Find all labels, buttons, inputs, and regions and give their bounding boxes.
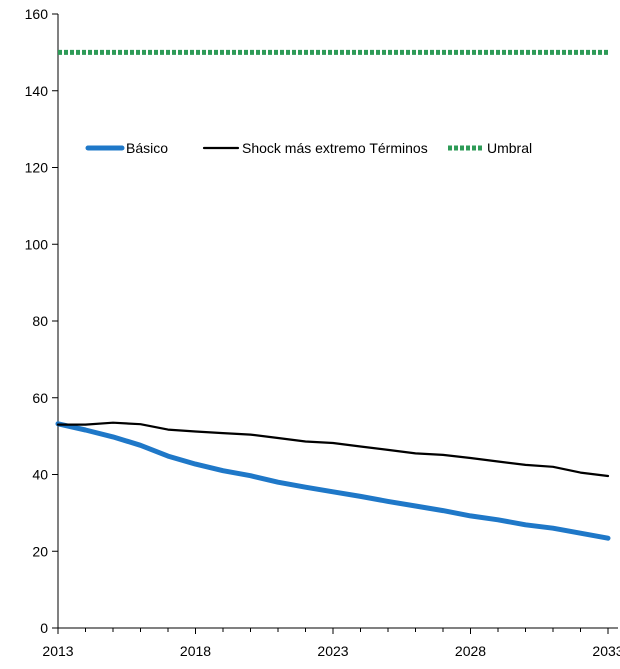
legend-label-2: Umbral (487, 140, 532, 156)
y-tick-label: 80 (32, 313, 48, 329)
legend-label-1: Shock más extremo Términos (242, 140, 428, 156)
legend-label-0: Básico (126, 140, 168, 156)
y-tick-label: 20 (32, 543, 48, 559)
series-line-1 (56, 421, 610, 478)
x-tick-label: 2013 (42, 643, 73, 659)
x-tick-label: 2023 (317, 643, 348, 659)
x-tick-label: 2028 (455, 643, 486, 659)
y-tick-label: 40 (32, 467, 48, 483)
y-tick-label: 60 (32, 390, 48, 406)
y-tick-label: 100 (25, 236, 49, 252)
y-tick-label: 0 (40, 620, 48, 636)
y-tick-label: 160 (25, 6, 49, 22)
y-tick-label: 140 (25, 83, 49, 99)
series-line-0 (55, 421, 611, 541)
x-tick-label: 2033 (592, 643, 620, 659)
y-tick-label: 120 (25, 160, 49, 176)
x-tick-label: 2018 (180, 643, 211, 659)
series-lines (55, 49, 611, 541)
axes: 0 20 40 60 80 100 120 140 160 2013 2018 2023 2028 203… (25, 6, 620, 659)
legend: Básico Shock más extremo Términos Umbral (85, 140, 532, 156)
